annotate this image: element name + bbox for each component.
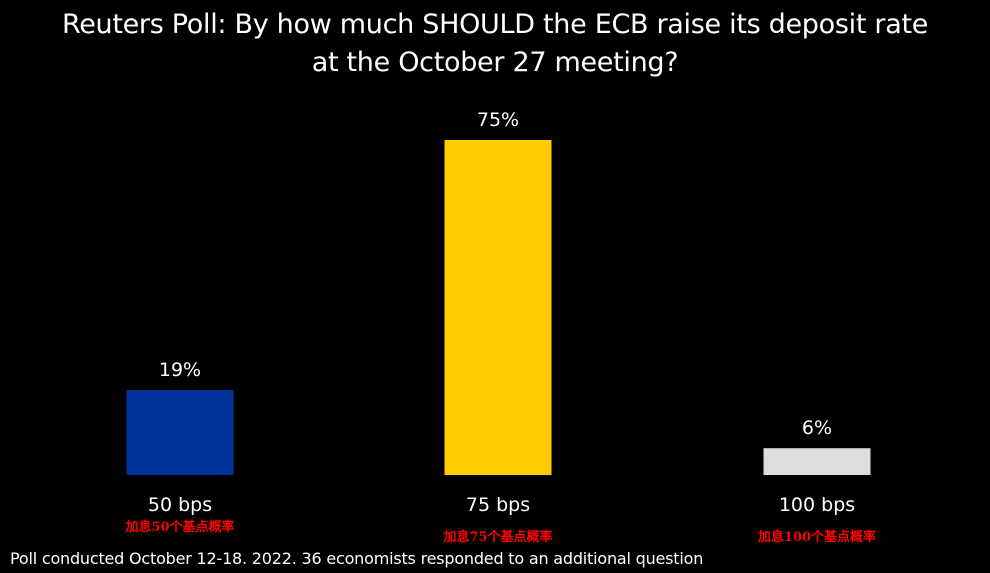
bar-100-bps bbox=[763, 448, 871, 475]
chart-title-line-1: Reuters Poll: By how much SHOULD the ECB… bbox=[61, 9, 929, 40]
category-label-75-bps: 75 bps bbox=[466, 494, 530, 516]
footnote: Poll conducted October 12-18. 2022. 36 e… bbox=[10, 549, 704, 568]
category-label-100-bps: 100 bps bbox=[779, 494, 855, 516]
chart-title: Reuters Poll: By how much SHOULD the ECB… bbox=[0, 6, 990, 82]
annotation-50-bps: 加息50个基点概率 bbox=[124, 519, 234, 535]
chart-title-line-2: at the October 27 meeting? bbox=[311, 47, 679, 78]
bar-75-bps bbox=[444, 140, 552, 475]
value-label-100-bps: 6% bbox=[802, 417, 832, 439]
bar-50-bps bbox=[126, 390, 234, 475]
category-label-50-bps: 50 bps bbox=[148, 494, 212, 516]
value-label-75-bps: 75% bbox=[477, 109, 519, 131]
annotation-75-bps: 加息75个基点概率 bbox=[442, 529, 552, 545]
annotation-100-bps: 加息100个基点概率 bbox=[757, 529, 876, 545]
value-label-50-bps: 19% bbox=[159, 359, 201, 381]
